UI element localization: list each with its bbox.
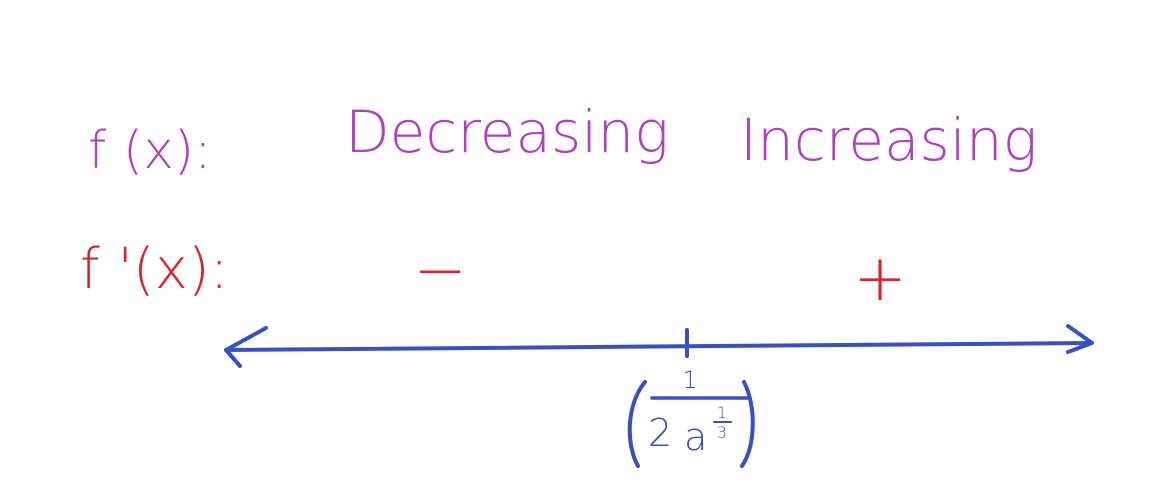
exponent-numerator: 1 [717, 403, 727, 422]
fraction-base: a [684, 415, 707, 459]
fraction-numerator: 1 [682, 366, 697, 394]
derivative-row-label: f '(x): [80, 237, 229, 302]
left-paren [627, 380, 647, 468]
number-line [224, 324, 1094, 368]
right-paren [740, 380, 755, 468]
right-arrowhead [1066, 324, 1094, 354]
interval-sign-left: − [413, 234, 467, 308]
fraction-coefficient: 2 [648, 411, 672, 455]
interval-behavior-right: Increasing [740, 106, 1037, 174]
exponent-denominator: 3 [717, 423, 727, 442]
number-line-axis [224, 341, 1092, 352]
interval-behavior-left: Decreasing [345, 98, 669, 166]
interval-sign-right: + [853, 242, 907, 316]
left-arrowhead [224, 326, 268, 368]
function-row-label: f (x): [88, 121, 212, 181]
critical-point-value: 1 2 a 1 3 [627, 366, 755, 468]
